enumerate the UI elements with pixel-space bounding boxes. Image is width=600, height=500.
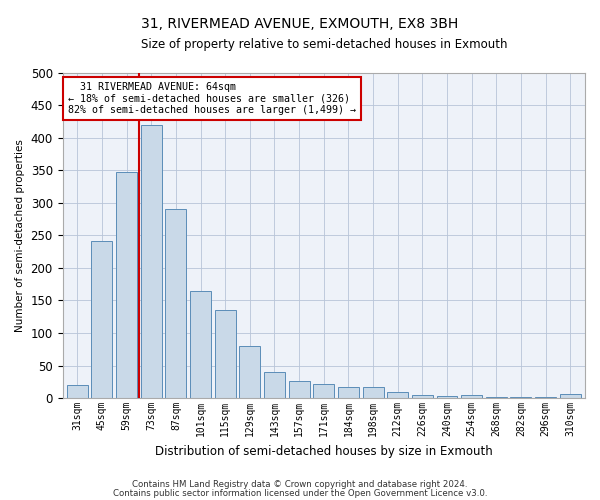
Bar bbox=[387, 392, 408, 398]
Bar bbox=[239, 346, 260, 398]
Text: 31, RIVERMEAD AVENUE, EXMOUTH, EX8 3BH: 31, RIVERMEAD AVENUE, EXMOUTH, EX8 3BH bbox=[142, 18, 458, 32]
Text: Contains HM Land Registry data © Crown copyright and database right 2024.: Contains HM Land Registry data © Crown c… bbox=[132, 480, 468, 489]
Bar bbox=[362, 387, 383, 398]
Y-axis label: Number of semi-detached properties: Number of semi-detached properties bbox=[15, 139, 25, 332]
Text: 31 RIVERMEAD AVENUE: 64sqm
← 18% of semi-detached houses are smaller (326)
82% o: 31 RIVERMEAD AVENUE: 64sqm ← 18% of semi… bbox=[68, 82, 356, 116]
Title: Size of property relative to semi-detached houses in Exmouth: Size of property relative to semi-detach… bbox=[140, 38, 507, 51]
Bar bbox=[215, 310, 236, 398]
Bar bbox=[461, 395, 482, 398]
Bar bbox=[289, 380, 310, 398]
Bar bbox=[437, 396, 457, 398]
Bar bbox=[190, 290, 211, 398]
Bar bbox=[166, 210, 187, 398]
Bar bbox=[338, 387, 359, 398]
Bar bbox=[141, 124, 162, 398]
Bar bbox=[486, 397, 507, 398]
Bar bbox=[116, 172, 137, 398]
Bar bbox=[91, 240, 112, 398]
Bar bbox=[264, 372, 285, 398]
Text: Contains public sector information licensed under the Open Government Licence v3: Contains public sector information licen… bbox=[113, 489, 487, 498]
Bar bbox=[560, 394, 581, 398]
Bar bbox=[412, 395, 433, 398]
Bar bbox=[67, 385, 88, 398]
Bar bbox=[313, 384, 334, 398]
X-axis label: Distribution of semi-detached houses by size in Exmouth: Distribution of semi-detached houses by … bbox=[155, 444, 493, 458]
